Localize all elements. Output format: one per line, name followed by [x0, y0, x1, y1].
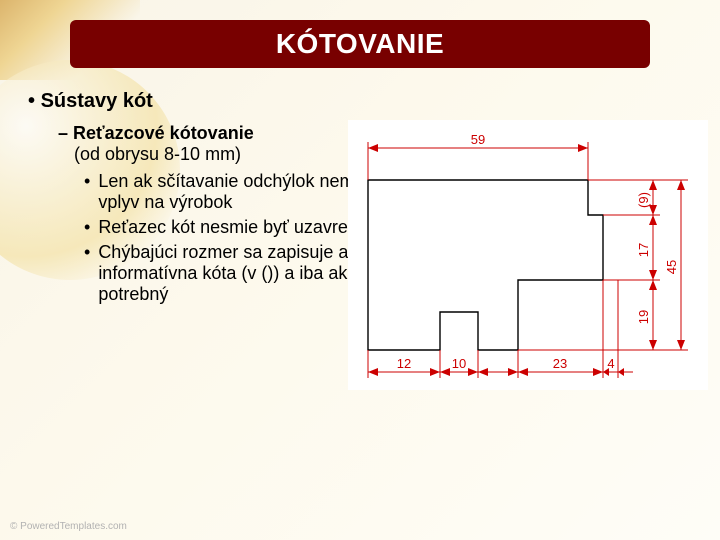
subheading-note: (od obrysu 8-10 mm) — [74, 144, 368, 165]
dim-45-label: 45 — [664, 260, 679, 274]
bullet-2: Reťazec kót nesmie byť uzavretý — [84, 217, 368, 238]
subheading: Reťazcové kótovanie — [58, 123, 368, 144]
dim-top-59: 59 — [368, 132, 588, 180]
dim-10-label: 10 — [452, 356, 466, 371]
drawing-svg: 59 12 10 — [348, 120, 708, 390]
dim-59-label: 59 — [471, 132, 485, 147]
dim-19-label: 19 — [636, 310, 651, 324]
part-outline — [368, 180, 603, 350]
bullet-2-text: Reťazec kót nesmie byť uzavretý — [98, 217, 362, 238]
dim-4-label: 4 — [607, 356, 614, 371]
dim-17-label: 17 — [636, 243, 651, 257]
bullet-3: Chýbajúci rozmer sa zapisuje ako informa… — [84, 242, 368, 305]
bullet-1: Len ak sčítavanie odchýlok nemá vplyv na… — [84, 171, 368, 213]
bullet-1-text: Len ak sčítavanie odchýlok nemá vplyv na… — [98, 171, 368, 213]
dim-23-label: 23 — [553, 356, 567, 371]
slide-title: KÓTOVANIE — [276, 28, 444, 60]
title-bar: KÓTOVANIE — [70, 20, 650, 68]
technical-drawing: 59 12 10 — [348, 120, 708, 390]
heading-l1: Sústavy kót — [28, 90, 368, 113]
dim-9-label: (9) — [636, 192, 651, 208]
slide: KÓTOVANIE Sústavy kót Reťazcové kótovani… — [0, 0, 720, 540]
dim-bottom-chain: 12 10 23 4 — [368, 280, 633, 378]
copyright: © PoweredTemplates.com — [10, 521, 127, 532]
dim-12-label: 12 — [397, 356, 411, 371]
bullet-3-text: Chýbajúci rozmer sa zapisuje ako informa… — [98, 242, 368, 305]
content-block: Sústavy kót Reťazcové kótovanie (od obry… — [28, 90, 368, 309]
